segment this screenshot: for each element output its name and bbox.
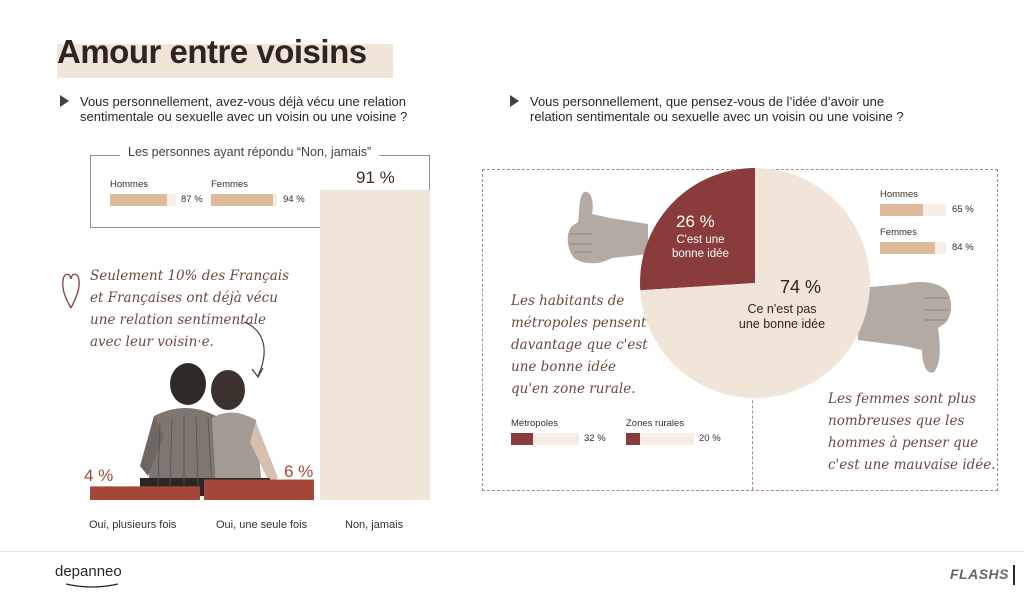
pie-slice-0 (640, 168, 755, 291)
footer-bar (1013, 565, 1015, 585)
femmes-bar (880, 242, 936, 254)
slice-good-pct: 26 % (676, 212, 715, 231)
annotation-metropoles: Les habitants de métropoles pensent dava… (511, 293, 648, 397)
slice-bad-label: Ce n'est pas une bonne idée (738, 302, 826, 331)
annotation-femmes: Les femmes sont plus nombreuses que les … (828, 391, 996, 473)
thumbs-up-icon (567, 191, 648, 264)
annotation-left: Seulement 10% des Français et Françaises… (90, 268, 290, 350)
bullet-triangle-icon (60, 95, 69, 107)
hommes-bar-track (110, 194, 176, 206)
metropoles-bar-track (511, 433, 579, 445)
bar-0 (90, 486, 200, 500)
pie-chart (640, 168, 870, 398)
femmes-pct: 94 % (283, 194, 305, 205)
femmes-label: Femmes (211, 179, 248, 190)
hommes-bar (110, 194, 168, 206)
x-tick-label: Oui, une seule fois (216, 519, 308, 531)
right-panel-divider (752, 380, 753, 490)
metropoles-label: Métropoles (511, 418, 558, 429)
legend-title: Les personnes ayant répondu “Non, jamais… (120, 145, 380, 159)
metropoles-bar (511, 433, 533, 445)
femmes-bar-track (211, 194, 277, 206)
bar-chart (90, 190, 430, 500)
hommes-pct: 87 % (181, 194, 203, 205)
curved-arrow-icon (243, 321, 265, 379)
pie-slice-1 (640, 168, 870, 398)
data-label-non-jamais: 91 % (356, 168, 395, 187)
bullet-triangle-icon (510, 95, 519, 107)
slice-good-label: C'est une bonne idée (672, 234, 729, 260)
zones-rurales-bar (626, 433, 640, 445)
footer-divider (0, 551, 1024, 552)
hommes-bar-track (880, 204, 946, 216)
x-tick-label: Non, jamais (345, 519, 404, 531)
zones-rurales-pct: 20 % (699, 433, 721, 444)
femmes-pct: 84 % (952, 242, 974, 253)
data-label-oui-plusieurs: 4 % (84, 466, 114, 485)
brand-swoosh-icon (65, 583, 119, 588)
bar-1 (204, 479, 314, 500)
heart-icon (62, 273, 80, 309)
thumbs-down-icon (858, 282, 952, 373)
hommes-label: Hommes (880, 189, 919, 200)
slice-bad-pct: 74 % (780, 277, 822, 297)
data-label-oui-une-seule: 6 % (284, 462, 314, 481)
hommes-pct: 65 % (952, 204, 974, 215)
hommes-label: Hommes (110, 179, 149, 190)
zones-rurales-label: Zones rurales (626, 418, 685, 429)
femmes-label: Femmes (880, 227, 917, 238)
legend-frame-bottom (90, 227, 320, 228)
x-tick-label: Oui, plusieurs fois (89, 519, 177, 531)
question-left: Vous personnellement, avez-vous déjà véc… (80, 94, 408, 124)
femmes-bar (211, 194, 274, 206)
question-right: Vous personnellement, que pensez-vous de… (530, 94, 904, 124)
hommes-bar (880, 204, 923, 216)
zones-rurales-bar-track (626, 433, 694, 445)
title-highlight (57, 44, 393, 78)
femmes-bar-track (880, 242, 946, 254)
brand-logo: depanneo (55, 563, 122, 580)
metropoles-pct: 32 % (584, 433, 606, 444)
page-title: Amour entre voisins (57, 33, 367, 70)
flashs-logo: FLASHS (950, 566, 1009, 582)
bar-2 (320, 190, 430, 500)
